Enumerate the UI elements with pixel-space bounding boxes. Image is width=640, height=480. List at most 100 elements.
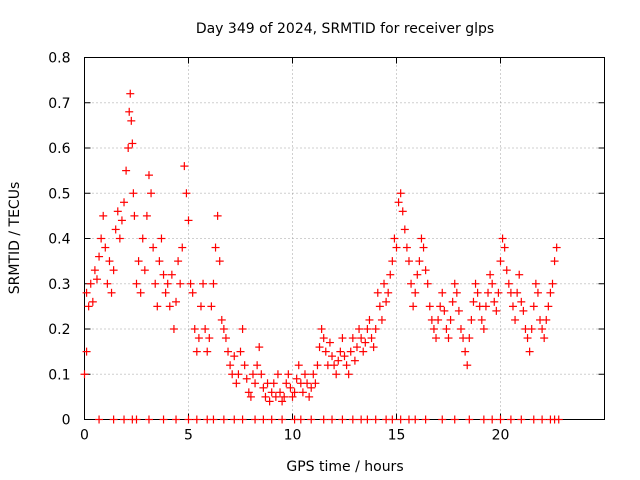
data-point [432,334,441,343]
data-point [450,279,459,288]
data-point [523,334,532,343]
data-point [138,234,147,243]
data-point [496,257,505,266]
data-point [388,415,397,424]
data-point [400,225,409,234]
data-point [205,334,214,343]
data-point [192,415,201,424]
data-point [184,415,193,424]
data-point [513,288,522,297]
data-point [496,415,505,424]
data-point [240,361,249,370]
data-point [213,211,222,220]
data-point [361,338,370,347]
data-point [332,370,341,379]
data-point [346,347,355,356]
data-point [203,347,212,356]
data-point [542,315,551,324]
data-point [473,288,482,297]
data-point [142,211,151,220]
data-point [538,415,547,424]
data-point [423,279,432,288]
data-point [394,198,403,207]
data-point [454,306,463,315]
data-point [180,162,189,171]
data-point [149,243,158,252]
data-point [479,415,488,424]
data-point [246,392,255,401]
data-point [286,383,295,392]
data-point [392,243,401,252]
data-point [552,243,561,252]
axis-ticks: 0 5 10 15 20 0 0.1 0.2 0.3 0.4 0.5 0.6 0.7 0.8 [48,51,605,444]
data-point [105,257,114,266]
data-point [88,297,97,306]
data-point [292,374,301,383]
data-point [196,302,205,311]
y-axis-label: SRMTID / TECUs [7,182,23,295]
data-point [144,171,153,180]
data-point [367,334,376,343]
data-point [165,302,174,311]
data-point [132,415,141,424]
data-point [253,361,262,370]
y-tick-label: 0.8 [48,51,70,67]
data-point [230,415,239,424]
data-point [442,325,451,333]
y-tick-label: 0 [62,413,71,429]
data-point [182,189,191,198]
data-point [396,189,405,198]
data-point [305,392,314,401]
data-point [319,415,328,424]
data-point [328,352,337,361]
data-point [471,279,480,288]
data-point [340,352,349,361]
data-point [463,361,472,370]
data-point [342,361,351,370]
data-point [419,243,428,252]
data-point [386,270,395,279]
data-point [109,415,118,424]
data-point [533,288,542,297]
data-point [481,302,490,311]
data-point [313,361,322,370]
data-point [217,315,226,324]
data-point [221,334,230,343]
data-point [429,325,438,333]
data-point [527,325,536,333]
x-tick-label: 0 [80,428,89,444]
data-point [440,306,449,315]
data-point [184,216,193,225]
data-point [398,207,407,216]
data-point [303,379,312,388]
data-point [477,315,486,324]
data-point [276,388,285,397]
x-tick-label: 15 [388,428,406,444]
data-point [120,415,129,424]
data-point [417,234,426,243]
data-point [554,415,563,424]
data-point [151,279,160,288]
data-point [192,347,201,356]
data-point [461,347,470,356]
data-point [278,397,287,406]
data-point [307,415,316,424]
data-point [219,325,228,333]
data-point [357,334,366,343]
data-point [103,279,112,288]
data-point [529,302,538,311]
data-point [234,370,243,379]
data-points [80,89,563,424]
data-point [226,361,235,370]
data-point [380,279,389,288]
data-point [186,279,195,288]
data-point [321,347,330,356]
data-point [467,315,476,324]
data-point [90,266,99,275]
data-point [438,288,447,297]
data-point [452,288,461,297]
data-point [117,216,126,225]
data-point [115,234,124,243]
data-point [132,279,141,288]
data-point [328,415,337,424]
